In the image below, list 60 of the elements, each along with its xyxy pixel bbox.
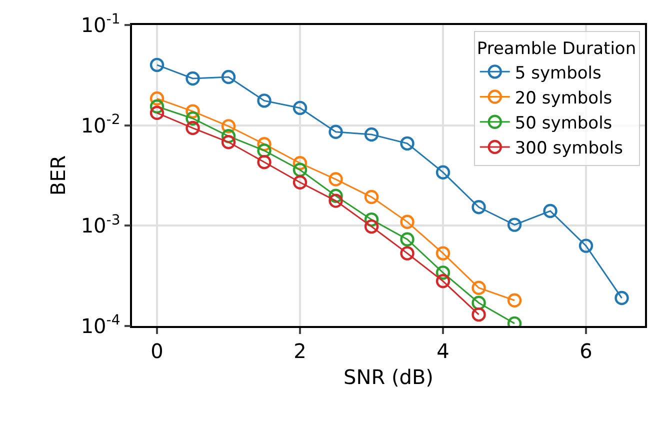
point	[292, 175, 308, 190]
point	[150, 99, 164, 114]
point	[507, 293, 522, 308]
point	[472, 296, 486, 310]
point	[150, 58, 164, 72]
point	[400, 232, 414, 246]
y-axis-title: BER	[46, 155, 70, 196]
point	[150, 106, 164, 120]
point	[436, 246, 450, 260]
legend-label: 50 symbols	[514, 114, 612, 134]
point	[472, 280, 486, 295]
point	[150, 91, 164, 106]
point	[221, 70, 236, 84]
point	[292, 162, 308, 177]
point	[186, 120, 200, 136]
y-tick-label: 10$^{-2}$	[80, 112, 120, 138]
point	[436, 165, 450, 180]
point	[507, 218, 522, 232]
point	[436, 266, 450, 280]
point	[364, 212, 379, 227]
x-tick-label: 4	[436, 338, 450, 363]
y-tick-label: 10$^{-4}$	[80, 312, 120, 338]
point	[472, 200, 486, 214]
point	[292, 156, 308, 170]
point	[186, 71, 200, 86]
point	[257, 155, 272, 170]
point	[614, 290, 629, 306]
point	[328, 172, 343, 186]
point	[472, 307, 486, 322]
legend-label: 20 symbols	[514, 88, 612, 108]
point	[221, 119, 236, 134]
point	[257, 94, 272, 108]
point	[543, 204, 558, 218]
legend-title: Preamble Duration	[476, 39, 636, 60]
point	[328, 188, 343, 203]
point	[328, 124, 343, 140]
point	[292, 100, 308, 116]
point	[221, 135, 236, 150]
point	[328, 194, 343, 208]
legend-label: 5 symbols	[514, 63, 602, 84]
legend-label: 300 symbols	[514, 138, 624, 159]
point	[221, 129, 236, 144]
point	[400, 214, 414, 230]
y-tick-label: 10$^{-1}$	[80, 12, 120, 37]
point	[186, 104, 200, 118]
point	[257, 137, 272, 152]
point	[436, 274, 450, 288]
point	[364, 219, 379, 234]
point	[364, 190, 379, 204]
point	[578, 238, 594, 253]
point	[186, 111, 200, 126]
x-tick-label: 2	[294, 338, 306, 363]
point	[364, 127, 379, 142]
x-tick-label: 0	[150, 338, 164, 363]
point	[400, 246, 414, 260]
point	[257, 144, 272, 158]
x-tick-label: 6	[580, 338, 592, 363]
point	[400, 136, 414, 151]
x-axis-title: SNR (dB)	[344, 364, 434, 389]
y-tick-label: 10$^{-3}$	[80, 212, 120, 238]
